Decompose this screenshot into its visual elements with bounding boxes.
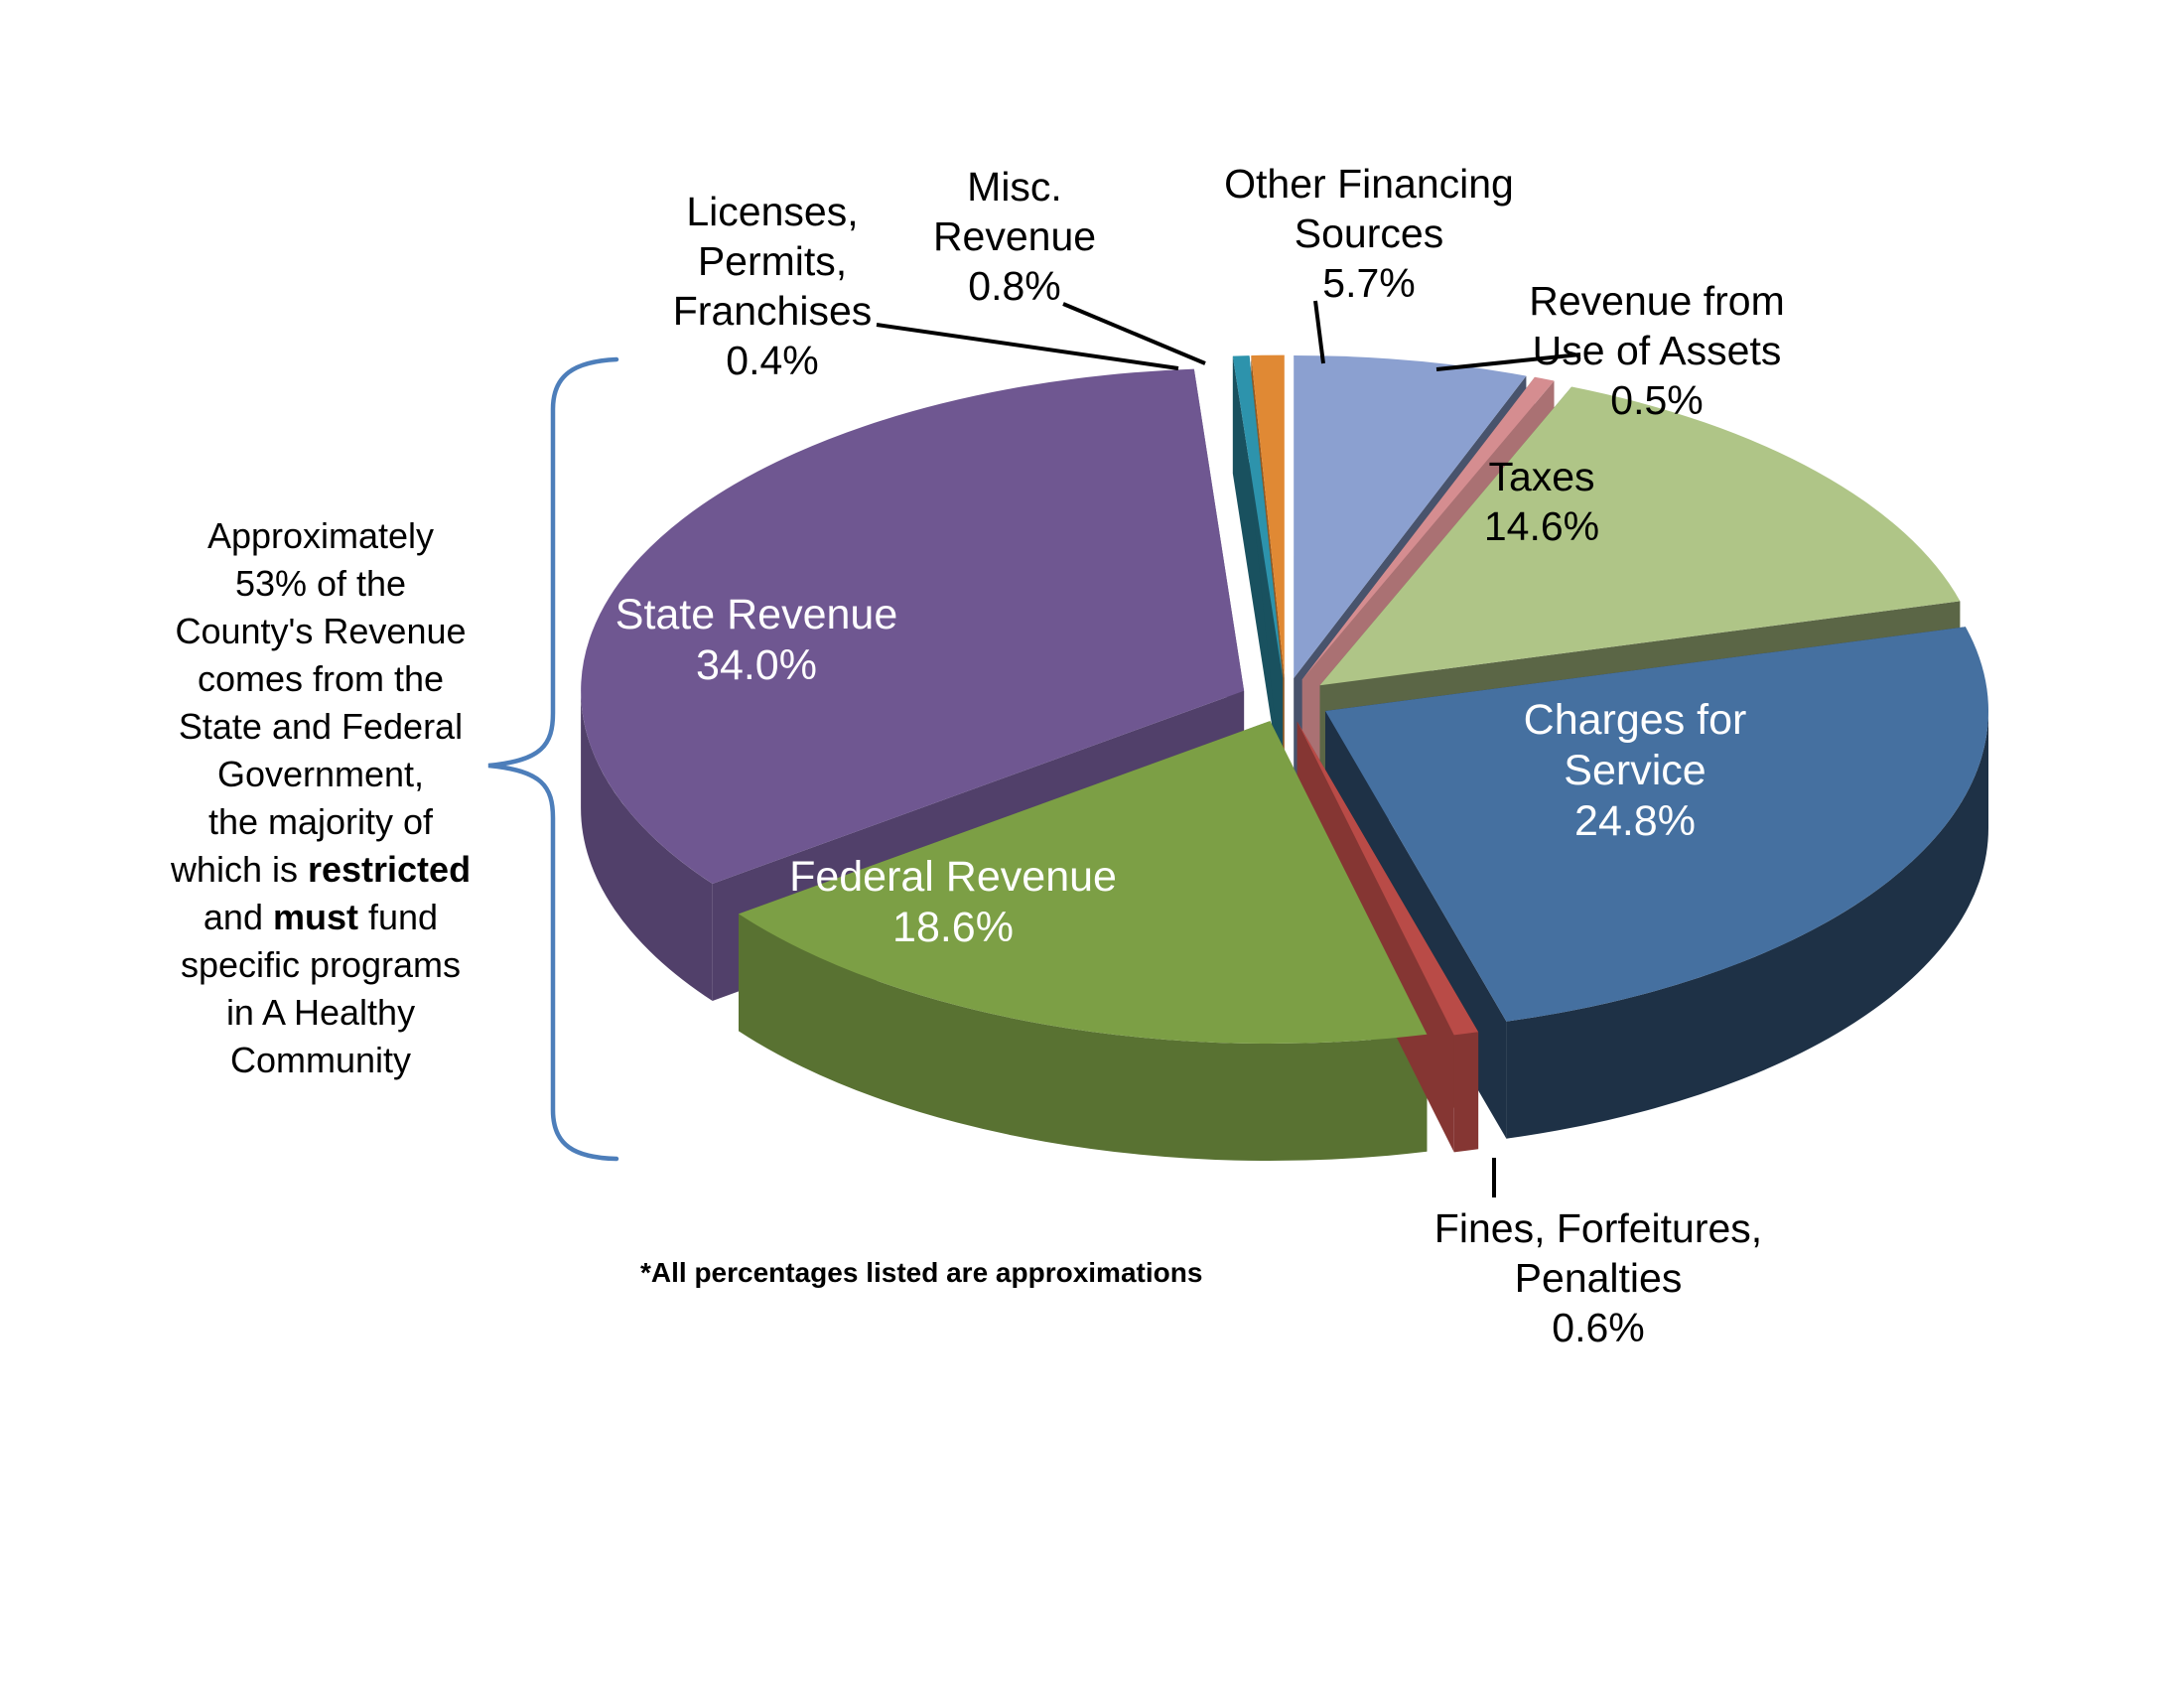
slice-label-line: 18.6%	[892, 904, 1014, 951]
slice-revenue-from-use-of-assets	[1301, 376, 1555, 680]
slice-label-charges-for-service: Charges for Service 24.8%	[1524, 695, 1747, 847]
annotation-line: in A Healthy	[225, 992, 416, 1033]
slice-label-line: State Revenue	[614, 591, 898, 638]
annotation-line: 53% of the	[234, 563, 407, 604]
slice-label-line: Permits,	[697, 238, 848, 284]
leader-line-revenue-from-use-of-assets	[1435, 352, 1581, 371]
annotation-text: Approximately 53% of the County's Revenue c…	[112, 512, 529, 1084]
slice-label-line: Taxes	[1488, 454, 1595, 499]
annotation-line: the majority of	[207, 801, 434, 842]
leader-line-licenses-permits-franchises	[876, 323, 1179, 370]
slice-wall-fines-forfeitures-penalties	[1453, 1032, 1479, 1153]
slice-federal-revenue	[739, 721, 1428, 1045]
slice-label-line: Sources	[1294, 211, 1444, 256]
slice-label-line: Penalties	[1514, 1255, 1683, 1301]
annotation-line: Approximately	[206, 515, 435, 556]
annotation-line: Community	[229, 1040, 412, 1080]
slice-label-revenue-from-use-of-assets: Revenue from Use of Assets 0.5%	[1529, 276, 1785, 425]
label-leader-lines	[876, 300, 1581, 1197]
slice-label-line: Franchises	[672, 288, 873, 334]
leader-line-misc-revenue	[1062, 302, 1206, 365]
leader-line-other-financing-sources	[1313, 300, 1325, 364]
slice-label-line: Use of Assets	[1532, 328, 1782, 373]
pie-slice-tops	[581, 354, 1989, 1045]
slice-label-other-financing-sources: Other Financing Sources 5.7%	[1224, 159, 1514, 308]
annotation-line: State and Federal	[178, 706, 464, 747]
slice-label-line: Other Financing	[1224, 161, 1514, 207]
slice-wall-federal-revenue	[739, 914, 1428, 1162]
slice-label-line: Misc.	[967, 164, 1062, 210]
footnote-text: *All percentages listed are approximatio…	[640, 1257, 1203, 1288]
slice-label-line: Licenses,	[686, 189, 859, 234]
slice-charges-for-service	[1325, 627, 1989, 1022]
annotation-line: comes from the	[197, 658, 445, 699]
slice-state-revenue	[581, 368, 1245, 885]
annotation-line: County's Revenue	[175, 611, 467, 651]
slice-label-line: Revenue from	[1529, 278, 1785, 324]
slice-label-line: Service	[1564, 747, 1706, 794]
slice-label-line: 24.8%	[1574, 797, 1696, 845]
annotation-line: specific programs	[180, 944, 462, 985]
slice-label-line: Charges for	[1523, 696, 1747, 744]
slice-label-line: 0.5%	[1610, 377, 1704, 423]
slice-wall-state-revenue	[581, 690, 713, 1001]
slice-label-line: 14.6%	[1483, 503, 1600, 549]
slice-label-misc-revenue: Misc. Revenue 0.8%	[933, 162, 1096, 311]
slice-label-fines-forfeitures-penalties: Fines, Forfeitures, Penalties 0.6%	[1434, 1203, 1762, 1352]
slice-wall-licenses-permits-franchises	[1232, 355, 1284, 795]
slice-label-line: 0.6%	[1552, 1305, 1645, 1350]
slice-label-line: Federal Revenue	[789, 853, 1117, 901]
annotation-line: Government,	[216, 754, 425, 794]
slice-label-state-revenue: State Revenue 34.0%	[615, 590, 897, 691]
slice-label-federal-revenue: Federal Revenue 18.6%	[789, 852, 1117, 953]
annotation-line: which is restricted	[170, 849, 472, 890]
slice-label-line: 0.4%	[726, 338, 819, 383]
slice-label-line: 34.0%	[696, 641, 817, 689]
slice-fines-forfeitures-penalties	[1297, 721, 1479, 1036]
slice-label-line: 5.7%	[1322, 260, 1416, 306]
slice-label-licenses-permits-franchises: Licenses, Permits, Franchises 0.4%	[673, 187, 873, 385]
slice-licenses-permits-franchises	[1232, 355, 1284, 678]
slice-wall-charges-for-service	[1506, 711, 1988, 1139]
curly-brace	[487, 356, 619, 1162]
slice-label-line: Fines, Forfeitures,	[1433, 1205, 1763, 1251]
slice-other-financing-sources	[1294, 355, 1527, 678]
slice-misc-revenue	[1251, 354, 1285, 678]
annotation-line: and must fund	[203, 897, 439, 937]
slice-taxes	[1319, 386, 1961, 686]
slice-label-line: 0.8%	[968, 263, 1061, 309]
slice-label-taxes: Taxes 14.6%	[1484, 452, 1599, 551]
slice-label-line: Revenue	[932, 213, 1097, 259]
